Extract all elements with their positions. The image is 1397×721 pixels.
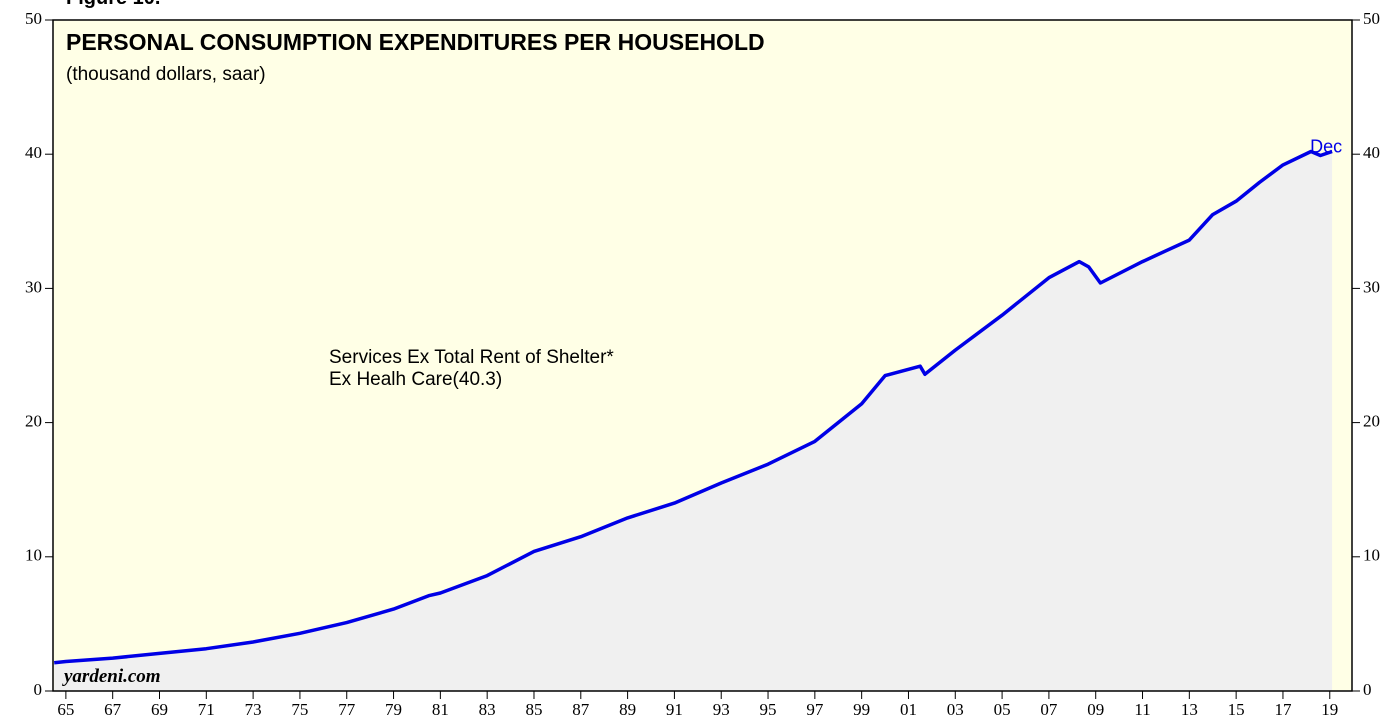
x-tick-label: 89 bbox=[619, 700, 636, 719]
y-tick-label-right: 20 bbox=[1363, 412, 1380, 431]
x-tick-label: 09 bbox=[1087, 700, 1104, 719]
y-tick-label: 10 bbox=[25, 546, 42, 565]
chart-subtitle: (thousand dollars, saar) bbox=[66, 64, 266, 85]
x-tick-label: 15 bbox=[1228, 700, 1245, 719]
x-tick-label: 01 bbox=[900, 700, 917, 719]
x-tick-label: 17 bbox=[1274, 700, 1292, 719]
y-tick-label: 30 bbox=[25, 277, 42, 296]
source: yardeni.com bbox=[62, 666, 161, 687]
x-tick-label: 73 bbox=[245, 700, 262, 719]
x-tick-label: 75 bbox=[291, 700, 308, 719]
x-tick-label: 77 bbox=[338, 700, 356, 719]
x-tick-label: 03 bbox=[947, 700, 964, 719]
chart-title: PERSONAL CONSUMPTION EXPENDITURES PER HO… bbox=[66, 29, 765, 55]
area bbox=[54, 151, 1333, 691]
series-label: Ex Healh Care(40.3) bbox=[329, 369, 502, 390]
x-tick-label: 99 bbox=[853, 700, 870, 719]
x-tick-label: 65 bbox=[57, 700, 74, 719]
x-tick-label: 79 bbox=[385, 700, 402, 719]
x-tick-label: 19 bbox=[1321, 700, 1338, 719]
x-tick-label: 69 bbox=[151, 700, 168, 719]
x-tick-label: 97 bbox=[806, 700, 824, 719]
x-tick-label: 81 bbox=[432, 700, 449, 719]
x-tick-label: 71 bbox=[198, 700, 215, 719]
x-tick-label: 07 bbox=[1040, 700, 1058, 719]
y-tick-label: 20 bbox=[25, 412, 42, 431]
plot-frame bbox=[52, 19, 1353, 692]
x-tick-label: 93 bbox=[713, 700, 730, 719]
y-tick-label: 40 bbox=[25, 143, 42, 162]
x-tick-label: 91 bbox=[666, 700, 683, 719]
x-tick-label: 13 bbox=[1181, 700, 1198, 719]
figure-label: Figure 10. bbox=[66, 0, 160, 9]
x-tick-label: 11 bbox=[1134, 700, 1150, 719]
x-tick-label: 85 bbox=[525, 700, 542, 719]
y-tick-label-right: 30 bbox=[1363, 277, 1380, 296]
x-tick-label: 95 bbox=[760, 700, 777, 719]
end-label: Dec bbox=[1310, 136, 1342, 156]
x-tick-label: 87 bbox=[572, 700, 590, 719]
line bbox=[54, 149, 1333, 665]
x-tick-label: 83 bbox=[479, 700, 496, 719]
y-tick-label: 50 bbox=[25, 9, 42, 28]
y-tick-label-right: 10 bbox=[1363, 546, 1380, 565]
y-tick-label-right: 50 bbox=[1363, 9, 1380, 28]
y-tick-label-right: 40 bbox=[1363, 143, 1380, 162]
y-tick-label: 0 bbox=[34, 680, 43, 699]
series-label: Services Ex Total Rent of Shelter* bbox=[329, 347, 614, 368]
y-tick-label-right: 0 bbox=[1363, 680, 1372, 699]
x-tick-label: 67 bbox=[104, 700, 122, 719]
x-tick-label: 05 bbox=[994, 700, 1011, 719]
